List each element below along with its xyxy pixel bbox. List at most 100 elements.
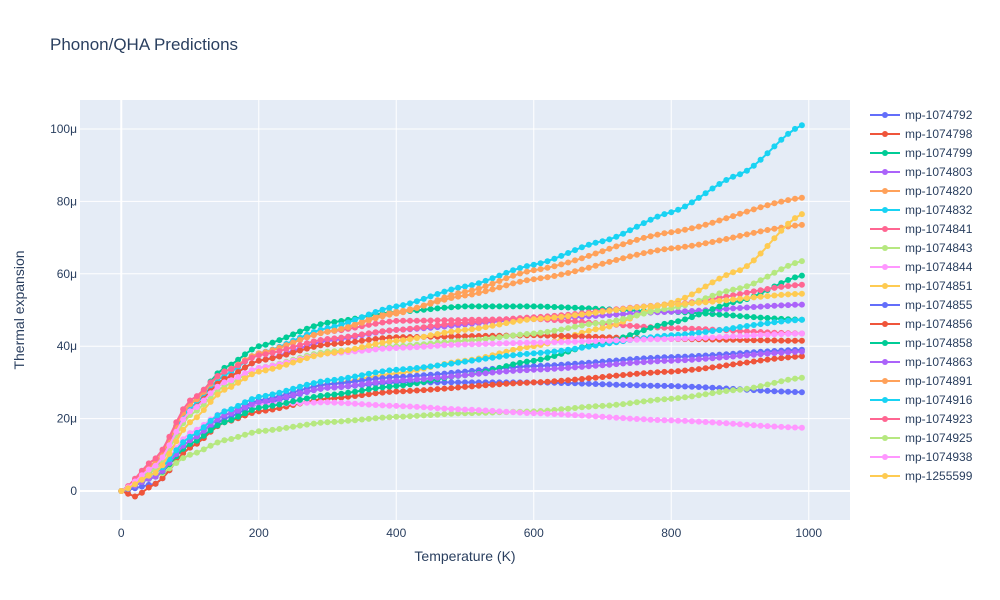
data-point <box>517 351 523 358</box>
data-point <box>668 368 675 375</box>
data-point <box>166 442 173 449</box>
data-point <box>365 380 372 387</box>
data-point <box>407 307 413 314</box>
y-tick-label: 40μ <box>57 339 77 353</box>
data-point <box>193 393 200 400</box>
data-point <box>248 407 255 413</box>
data-point <box>627 239 633 245</box>
legend-label: mp-1074863 <box>905 355 973 369</box>
data-point <box>675 308 682 315</box>
data-point <box>709 334 716 341</box>
data-point <box>365 311 372 318</box>
data-point <box>468 282 475 289</box>
data-point <box>338 326 345 332</box>
data-point <box>517 339 523 346</box>
data-point <box>310 399 317 406</box>
data-point <box>537 303 544 310</box>
data-point <box>764 315 771 321</box>
data-point <box>455 341 462 348</box>
data-point <box>709 419 716 426</box>
data-point <box>207 442 214 449</box>
data-point <box>682 357 688 364</box>
data-point <box>379 368 386 375</box>
data-point <box>413 317 420 324</box>
data-point <box>798 374 805 381</box>
data-point <box>716 217 723 224</box>
data-point <box>572 318 578 325</box>
data-point <box>455 320 462 327</box>
data-point <box>771 379 778 386</box>
data-point <box>248 371 255 378</box>
data-point <box>352 338 358 345</box>
data-point <box>750 384 757 391</box>
legend-item: mp-1074858 <box>870 336 973 350</box>
data-point <box>647 308 654 315</box>
legend-marker <box>882 321 888 327</box>
data-point <box>159 446 166 453</box>
data-point <box>778 388 785 395</box>
legend-item: mp-1074841 <box>870 222 973 236</box>
data-point <box>441 405 448 412</box>
legend-item: mp-1074832 <box>870 203 973 217</box>
data-point <box>757 357 764 364</box>
data-point <box>228 373 235 379</box>
legend-marker <box>882 435 888 441</box>
data-point <box>654 322 661 329</box>
data-point <box>606 245 613 252</box>
data-point <box>290 344 297 351</box>
data-point <box>434 374 441 381</box>
data-point <box>200 446 207 453</box>
data-point <box>682 316 688 323</box>
data-point <box>193 414 200 421</box>
data-point <box>688 225 695 232</box>
data-point <box>633 251 640 258</box>
data-point <box>413 403 420 410</box>
data-point <box>441 342 448 349</box>
data-point <box>393 326 400 333</box>
data-point <box>572 376 578 383</box>
data-point <box>792 353 798 360</box>
data-point <box>668 301 675 308</box>
data-point <box>764 356 771 363</box>
data-point <box>544 258 551 265</box>
data-point <box>475 336 482 343</box>
data-point <box>345 383 352 389</box>
data-point <box>578 363 585 370</box>
data-point <box>510 318 517 325</box>
data-point <box>633 236 640 243</box>
data-point <box>757 422 764 429</box>
data-point <box>606 402 613 409</box>
data-point <box>530 276 537 283</box>
data-point <box>448 328 455 335</box>
y-tick-label: 0 <box>70 484 77 498</box>
data-point <box>606 414 613 421</box>
data-point <box>688 314 695 321</box>
data-point <box>482 318 489 325</box>
legend-item: mp-1074803 <box>870 165 973 179</box>
data-point <box>420 295 427 302</box>
data-point <box>661 417 668 424</box>
data-point <box>764 293 771 300</box>
data-point <box>393 303 400 310</box>
data-point <box>585 343 592 350</box>
data-point <box>462 372 468 379</box>
data-point <box>798 272 805 279</box>
data-point <box>640 234 647 241</box>
data-point <box>544 349 551 356</box>
data-point <box>551 348 558 355</box>
data-point <box>352 393 358 399</box>
data-point <box>599 413 606 420</box>
data-point <box>159 462 166 469</box>
data-point <box>695 241 702 248</box>
data-point <box>551 332 558 339</box>
data-point <box>420 333 427 340</box>
data-point <box>290 392 297 399</box>
data-point <box>523 263 530 270</box>
data-point <box>482 283 489 290</box>
data-point <box>159 454 166 461</box>
data-point <box>750 332 757 339</box>
data-point <box>633 304 640 311</box>
data-point <box>379 384 386 391</box>
data-point <box>640 327 647 334</box>
